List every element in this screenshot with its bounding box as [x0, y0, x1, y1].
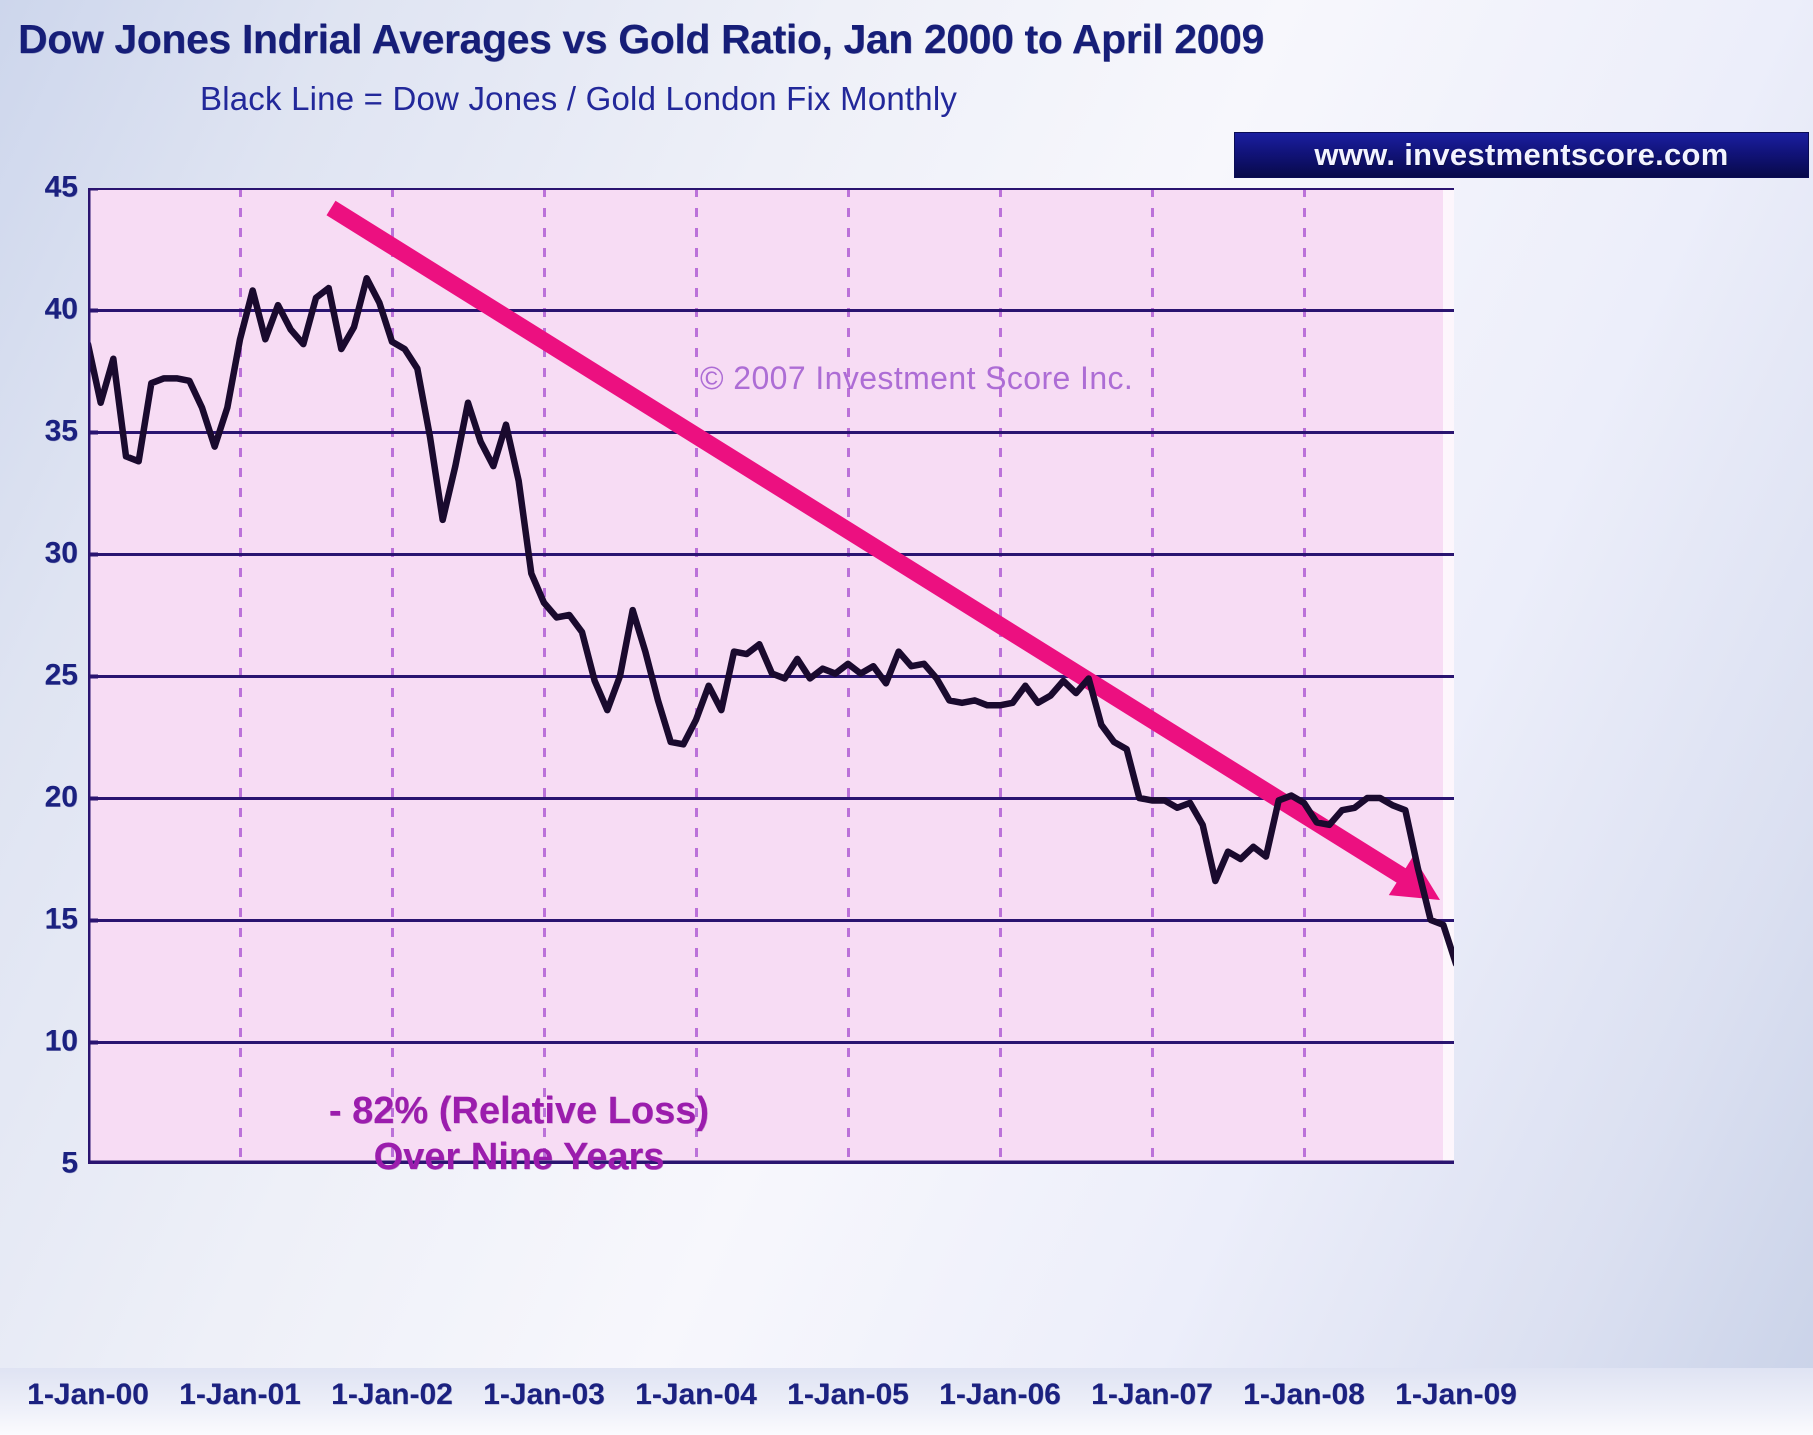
chart-subtitle: Black Line = Dow Jones / Gold London Fix…	[200, 80, 958, 117]
y-axis-tick-label: 15	[44, 902, 78, 936]
x-axis-tick-label: 1-Jan-04	[635, 1378, 757, 1411]
website-badge-label: www. investmentscore.com	[1314, 137, 1729, 172]
y-axis-tick-label: 30	[44, 536, 78, 570]
x-axis-tick-label: 1-Jan-09	[1395, 1378, 1517, 1411]
x-axis-tick-label: 1-Jan-07	[1091, 1378, 1213, 1411]
trend-arrow	[326, 200, 1440, 900]
x-axis-tick-label: 1-Jan-05	[787, 1378, 909, 1411]
x-axis-tick-label: 1-Jan-02	[331, 1378, 453, 1411]
x-axis-tick-label: 1-Jan-08	[1243, 1378, 1365, 1411]
relative-loss-line1: - 82% (Relative Loss)	[328, 1090, 710, 1132]
chart-svg	[88, 188, 1454, 1164]
x-axis-tick-label: 1-Jan-06	[939, 1378, 1061, 1411]
plot-area: © 2007 Investment Score Inc. - 82% (Rela…	[88, 188, 1454, 1178]
x-axis-tick-label: 1-Jan-00	[27, 1378, 149, 1411]
x-axis-tick-label: 1-Jan-03	[483, 1378, 605, 1411]
axis-lines	[88, 188, 1454, 1164]
horizontal-gridlines	[88, 188, 1454, 1044]
relative-loss-line2: Over Nine Years	[373, 1136, 665, 1179]
relative-loss-annotation: - 82% (Relative Loss) Over Nine Years	[284, 1088, 754, 1181]
y-axis-tick-label: 25	[44, 658, 78, 692]
page-title: Dow Jones Indrial Averages vs Gold Ratio…	[18, 16, 1264, 62]
y-axis-tick-label: 35	[44, 414, 78, 448]
x-axis-labels: 1-Jan-00 1-Jan-01 1-Jan-02 1-Jan-03 1-Jan-04…	[0, 1378, 1813, 1424]
x-axis-strip	[0, 1368, 1813, 1435]
y-axis-tick-label: 10	[44, 1024, 78, 1058]
y-axis-tick-label: 20	[44, 780, 78, 814]
series-line-dow-gold-ratio	[88, 275, 1454, 967]
y-axis-tick-label: 45	[44, 170, 78, 204]
x-axis-tick-label: 1-Jan-01	[179, 1378, 301, 1411]
y-axis-tick-label: 40	[44, 292, 78, 326]
y-axis-labels: 5 10 15 20 25 30 35 40 45	[0, 170, 78, 1179]
website-badge[interactable]: www. investmentscore.com	[1234, 132, 1809, 178]
copyright-annotation: © 2007 Investment Score Inc.	[700, 360, 1134, 396]
y-axis-tick-label: 5	[61, 1146, 78, 1180]
